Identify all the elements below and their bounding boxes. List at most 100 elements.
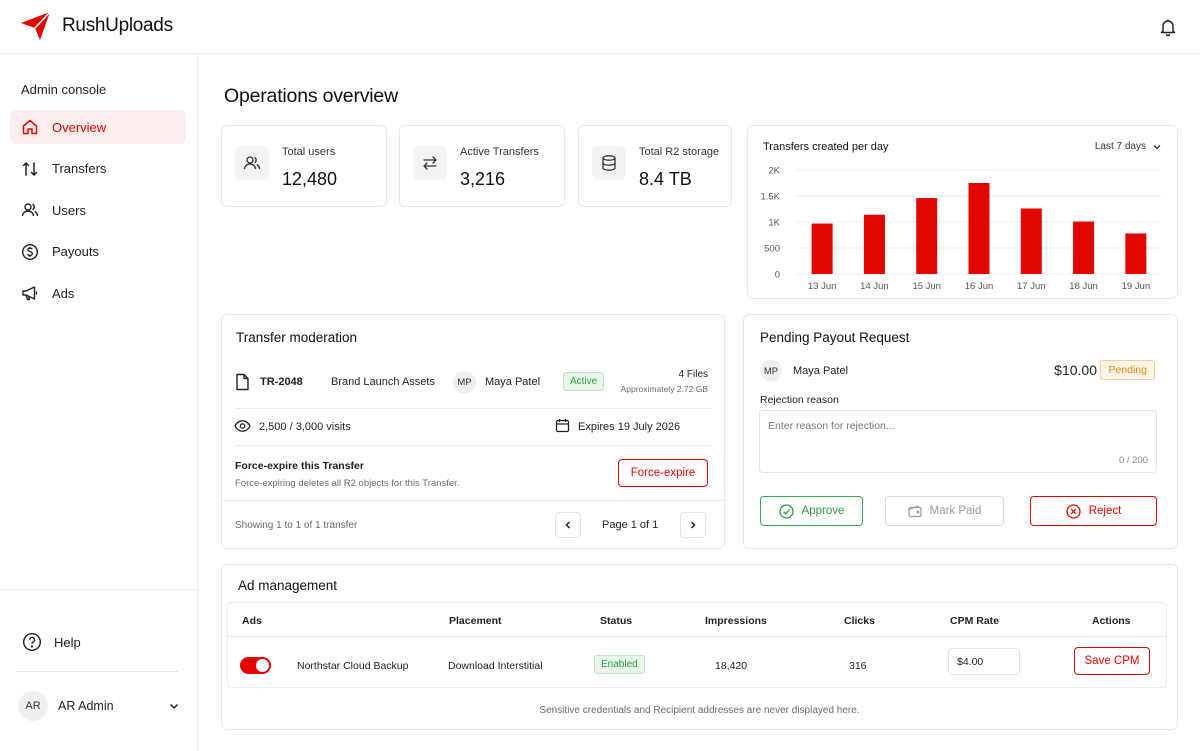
bar-14-jun[interactable] bbox=[863, 214, 885, 274]
wallet-icon bbox=[908, 504, 922, 517]
column-header: Placement bbox=[449, 615, 502, 627]
sidebar-item-label: Ads bbox=[52, 285, 75, 301]
x-tick-label: 14 Jun bbox=[860, 281, 889, 292]
sidebar-item-label: Users bbox=[52, 202, 86, 218]
bar-15-jun[interactable] bbox=[916, 198, 938, 274]
sidebar: Admin console Overview Transfers Users P… bbox=[0, 54, 198, 751]
status-badge: Pending bbox=[1100, 360, 1155, 380]
divider bbox=[222, 500, 724, 501]
x-tick-label: 18 Jun bbox=[1069, 281, 1098, 292]
footnote: Sensitive credentials and Recipient addr… bbox=[539, 705, 860, 716]
sidebar-item-overview[interactable]: Overview bbox=[10, 110, 186, 144]
file-icon bbox=[236, 373, 249, 391]
help-label: Help bbox=[54, 634, 81, 650]
x-tick-label: 16 Jun bbox=[965, 281, 994, 292]
stat-card-users: Total users 12,480 bbox=[221, 125, 387, 207]
database-icon bbox=[592, 146, 626, 180]
transfer-id[interactable]: TR-2048 bbox=[260, 376, 303, 388]
range-label: Last 7 days bbox=[1094, 141, 1146, 152]
user-menu[interactable]: AR AR Admin bbox=[18, 691, 180, 721]
sidebar-item-payouts[interactable]: Payouts bbox=[10, 235, 186, 269]
force-expire-title: Force-expire this Transfer bbox=[235, 460, 364, 472]
status-badge: Enabled bbox=[594, 655, 645, 674]
divider bbox=[235, 408, 712, 409]
bar-19-jun[interactable] bbox=[1125, 233, 1147, 274]
reject-label: Reject bbox=[1088, 505, 1122, 517]
mark-paid-button[interactable]: Mark Paid bbox=[885, 496, 1004, 526]
sidebar-item-transfers[interactable]: Transfers bbox=[10, 152, 186, 186]
x-tick-label: 13 Jun bbox=[808, 281, 837, 292]
avatar: MP bbox=[760, 360, 782, 382]
card-title: Transfer moderation bbox=[236, 330, 358, 345]
home-icon bbox=[20, 117, 40, 137]
prev-page-button[interactable] bbox=[555, 512, 581, 538]
sidebar-item-ads[interactable]: Ads bbox=[10, 276, 186, 310]
bell-icon[interactable] bbox=[1158, 17, 1178, 37]
chevron-right-icon bbox=[690, 521, 696, 529]
megaphone-icon bbox=[20, 283, 40, 303]
help-icon bbox=[22, 632, 42, 652]
y-tick-label: 1K bbox=[768, 218, 780, 229]
owner-name: Maya Patel bbox=[485, 376, 541, 388]
rejection-reason-input[interactable]: Enter reason for rejection... 0 / 200 bbox=[759, 410, 1157, 473]
stat-card-storage: Total R2 storage 8.4 TB bbox=[578, 125, 732, 207]
y-tick-label: 1.5K bbox=[760, 192, 780, 203]
chevron-left-icon bbox=[565, 521, 571, 529]
sidebar-item-label: Overview bbox=[52, 119, 107, 135]
payee-name: Maya Patel bbox=[793, 365, 849, 377]
pending-payout-card: Pending Payout Request MP Maya Patel $10… bbox=[743, 314, 1178, 549]
brand-name: RushUploads bbox=[62, 15, 173, 36]
chart-title: Transfers created per day bbox=[763, 141, 889, 153]
ads-table: Ads Placement Status Impressions Clicks … bbox=[227, 602, 1167, 688]
bar-18-jun[interactable] bbox=[1073, 221, 1095, 274]
sidebar-item-users[interactable]: Users bbox=[10, 193, 186, 227]
cpm-rate-input[interactable]: $4.00 bbox=[948, 648, 1020, 675]
x-circle-icon bbox=[1066, 503, 1081, 519]
payout-amount: $10.00 bbox=[1054, 362, 1097, 378]
sidebar-title: Admin console bbox=[21, 82, 107, 97]
column-header: Actions bbox=[1092, 615, 1131, 627]
visits: 2,500 / 3,000 visits bbox=[259, 421, 351, 433]
stat-card-transfers: Active Transfers 3,216 bbox=[399, 125, 565, 207]
char-count: 0 / 200 bbox=[1118, 455, 1148, 466]
force-expire-description: Force-expiring deletes all R2 objects fo… bbox=[235, 478, 460, 489]
help-link[interactable]: Help bbox=[22, 632, 81, 652]
force-expire-button[interactable]: Force-expire bbox=[618, 459, 708, 487]
reject-button[interactable]: Reject bbox=[1030, 496, 1157, 526]
divider bbox=[16, 671, 178, 672]
calendar-icon bbox=[555, 419, 570, 433]
brand[interactable]: RushUploads bbox=[20, 11, 173, 41]
approve-button[interactable]: Approve bbox=[760, 496, 863, 526]
status-badge: Active bbox=[563, 372, 605, 391]
top-bar: RushUploads bbox=[0, 0, 1200, 54]
expiry-date: Expires 19 July 2026 bbox=[578, 421, 681, 433]
next-page-button[interactable] bbox=[680, 512, 706, 538]
stat-value: 3,216 bbox=[460, 169, 506, 189]
arrows-up-down-icon bbox=[20, 159, 40, 179]
page-title: Operations overview bbox=[224, 85, 398, 107]
bar-13-jun[interactable] bbox=[811, 223, 833, 274]
dollar-circle-icon bbox=[20, 242, 40, 262]
card-title: Pending Payout Request bbox=[760, 330, 910, 345]
range-select[interactable]: Last 7 days bbox=[1095, 141, 1162, 152]
ad-name: Northstar Cloud Backup bbox=[297, 660, 409, 672]
x-tick-label: 19 Jun bbox=[1122, 281, 1151, 292]
column-header: Clicks bbox=[844, 615, 875, 627]
column-header: Ads bbox=[242, 615, 262, 627]
bar-16-jun[interactable] bbox=[968, 183, 990, 274]
arrows-left-right-icon bbox=[413, 146, 447, 180]
rejection-reason-label: Rejection reason bbox=[760, 394, 839, 406]
ad-enabled-toggle[interactable] bbox=[240, 657, 271, 674]
column-header: CPM Rate bbox=[950, 615, 1000, 627]
save-cpm-button[interactable]: Save CPM bbox=[1074, 647, 1150, 675]
y-tick-label: 500 bbox=[764, 244, 780, 255]
users-icon bbox=[235, 146, 269, 180]
bar-17-jun[interactable] bbox=[1020, 208, 1042, 274]
eye-icon bbox=[234, 420, 251, 432]
sidebar-item-label: Transfers bbox=[52, 161, 107, 176]
sidebar-footer: Help AR AR Admin bbox=[0, 589, 198, 751]
transfer-name: Brand Launch Assets bbox=[331, 376, 435, 388]
file-size: Approximately 2.72 GB bbox=[620, 384, 708, 394]
x-tick-label: 15 Jun bbox=[912, 281, 941, 292]
stat-label: Active Transfers bbox=[460, 146, 539, 158]
